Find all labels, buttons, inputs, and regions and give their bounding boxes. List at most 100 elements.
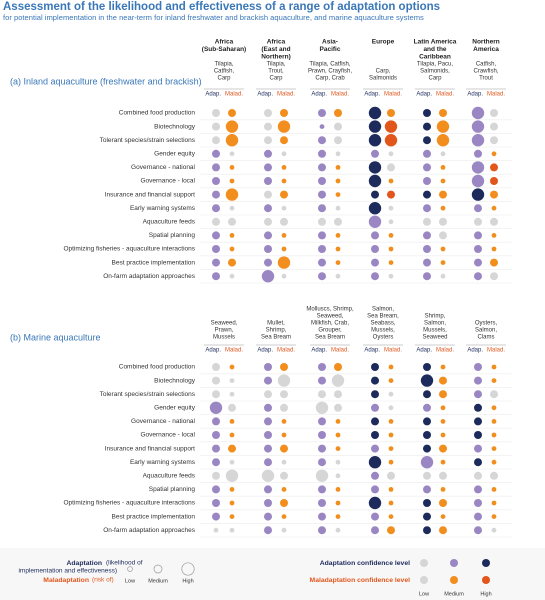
maladaptation-dot xyxy=(440,178,446,184)
maladaptation-dot xyxy=(281,273,287,279)
row-label: Combined food production xyxy=(119,110,196,117)
maladaptation-dot xyxy=(335,446,341,451)
species-label: Carp, Crab xyxy=(315,76,345,82)
maladaptation-dot xyxy=(439,499,447,507)
adaptation-dot xyxy=(423,136,431,145)
adaptation-dot xyxy=(212,190,220,199)
legend-maladaptation: Maladaptation xyxy=(43,577,89,584)
row-label: Tolerant species/strain selections xyxy=(100,137,196,144)
species-label: Seaweed xyxy=(422,335,447,341)
legend-adaptation-note: implementation and effectiveness) xyxy=(18,568,117,575)
adaptation-dot xyxy=(423,177,431,185)
adaptation-dot xyxy=(423,431,431,439)
maladaptation-dot xyxy=(491,459,497,465)
adaptation-dot xyxy=(212,136,220,145)
malad-label: Malad. xyxy=(277,92,295,98)
legend-adaptation-confidence: Adaptation confidence level xyxy=(320,560,410,567)
adaptation-dot xyxy=(264,122,272,131)
adaptation-dot xyxy=(264,512,272,521)
row-label: Aquaculture feeds xyxy=(143,219,196,226)
adaptation-dot xyxy=(261,469,275,482)
maladaptation-dot xyxy=(439,390,447,399)
adaptation-dot xyxy=(318,390,326,399)
maladaptation-dot xyxy=(225,188,239,201)
region-header: Latin America xyxy=(414,39,457,46)
row-label: On-farm adaptation approaches xyxy=(103,273,196,280)
species-label: Trout xyxy=(479,76,493,82)
row-label: Optimizing fisheries - aquaculture inter… xyxy=(63,246,195,253)
adaptation-dot xyxy=(264,526,272,535)
adaptation-dot xyxy=(368,161,382,174)
adaptation-dot xyxy=(264,485,272,494)
adaptation-dot xyxy=(474,204,482,213)
maladaptation-dot xyxy=(440,364,446,370)
adaptation-dot xyxy=(371,444,379,453)
maladaptation-dot xyxy=(225,120,239,133)
adaptation-dot xyxy=(471,106,485,120)
species-label: Salmon, xyxy=(372,307,394,313)
adaptation-dot xyxy=(423,403,431,412)
maladaptation-dot xyxy=(229,364,235,370)
adap-label: Adap. xyxy=(467,348,483,354)
maladaptation-dot xyxy=(387,526,395,535)
species-label: Carp xyxy=(428,76,442,82)
maladaptation-dot xyxy=(491,364,497,370)
adaptation-dot xyxy=(474,245,482,253)
legend-background xyxy=(0,548,545,600)
adaptation-dot xyxy=(471,134,485,147)
adaptation-dot xyxy=(371,471,379,480)
adaptation-dot xyxy=(318,136,326,145)
adaptation-dot xyxy=(474,376,482,385)
adaptation-dot xyxy=(318,444,326,453)
adaptation-dot xyxy=(264,363,272,371)
maladaptation-dot xyxy=(490,109,498,117)
section-label: (a) Inland aquaculture (freshwater and b… xyxy=(10,76,202,86)
maladaptation-dot xyxy=(388,151,394,157)
maladaptation-dot xyxy=(491,432,497,438)
species-label: Seaweed, xyxy=(317,314,344,320)
species-label: Mussels, xyxy=(423,328,447,334)
malad-label: Malad. xyxy=(436,348,454,354)
adaptation-dot xyxy=(474,217,482,226)
adaptation-dot xyxy=(474,403,482,412)
maladaptation-dot xyxy=(439,526,447,535)
maladaptation-dot xyxy=(491,205,497,211)
maladaptation-dot xyxy=(335,205,341,211)
adaptation-dot xyxy=(318,149,326,158)
adaptation-dot xyxy=(368,134,382,147)
maladaptation-dot xyxy=(228,403,236,412)
maladaptation-dot xyxy=(334,136,342,145)
adaptation-dot xyxy=(318,417,326,426)
row-label: Biotechnology xyxy=(154,377,196,384)
adaptation-dot xyxy=(368,456,382,469)
adaptation-dot xyxy=(371,245,379,253)
adaptation-dot xyxy=(371,417,379,426)
adaptation-dot xyxy=(212,458,220,467)
maladaptation-dot xyxy=(335,419,341,424)
adaptation-dot xyxy=(318,458,326,467)
row-label: Governance - national xyxy=(131,164,196,171)
adaptation-dot xyxy=(423,204,431,213)
region-header: Asia- xyxy=(322,39,338,46)
adaptation-dot xyxy=(264,258,272,267)
adaptation-dot xyxy=(318,245,326,253)
maladaptation-dot xyxy=(280,403,288,412)
adaptation-dot xyxy=(264,444,272,453)
row-label: Insurance and financial support xyxy=(105,445,196,452)
region-header: Pacific xyxy=(320,46,341,53)
maladaptation-dot xyxy=(440,205,446,211)
adaptation-dot xyxy=(212,204,220,213)
maladaptation-dot xyxy=(387,190,395,199)
maladaptation-dot xyxy=(439,444,447,453)
maladaptation-dot xyxy=(388,487,394,492)
maladaptation-dot xyxy=(281,233,287,238)
adaptation-dot xyxy=(423,272,431,281)
malad-label: Malad. xyxy=(487,92,505,98)
legend-level-label: Low xyxy=(419,591,429,597)
maladaptation-dot xyxy=(281,432,287,438)
adaptation-dot xyxy=(264,231,272,240)
adaptation-dot xyxy=(423,109,431,117)
adaptation-dot xyxy=(264,163,272,172)
adaptation-dot xyxy=(212,417,220,426)
species-label: Sea Bream xyxy=(315,335,345,341)
